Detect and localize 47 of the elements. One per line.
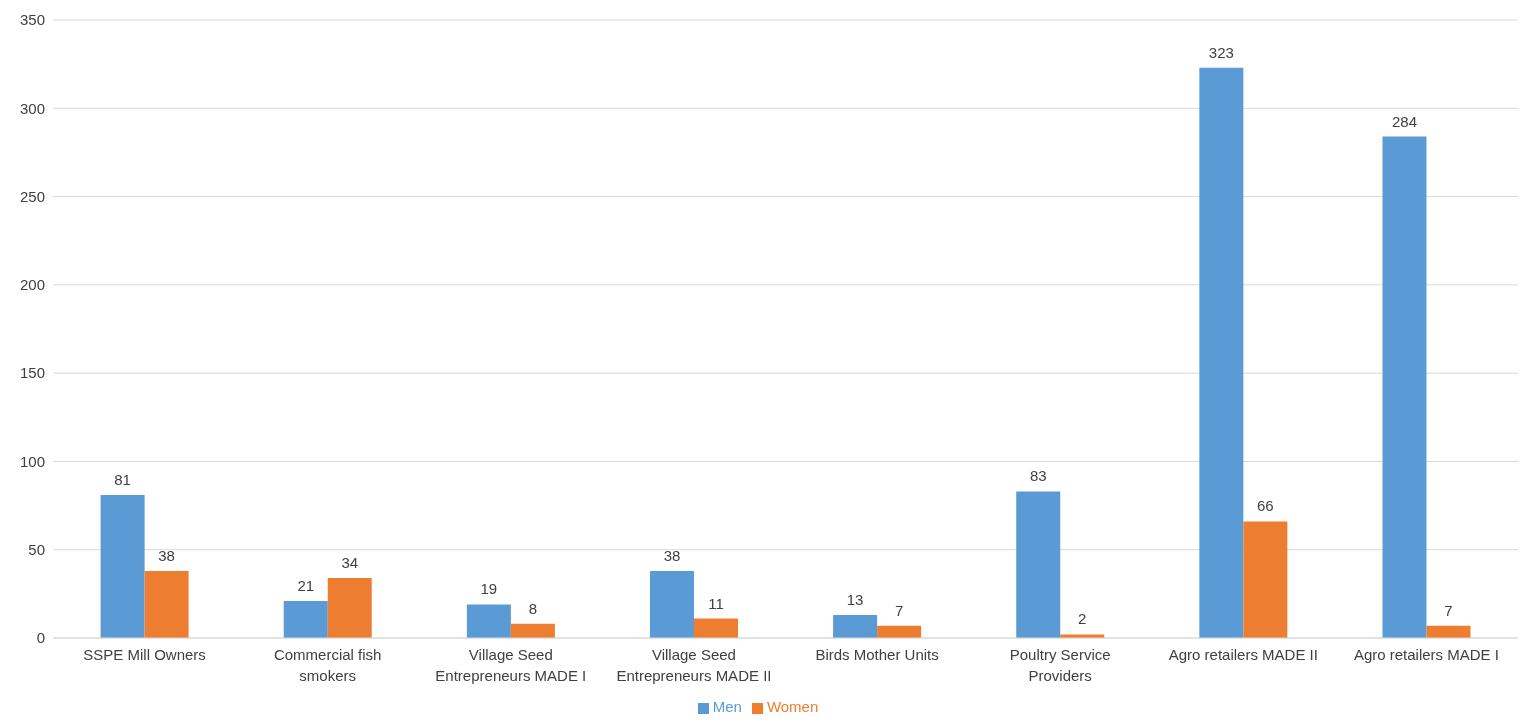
- data-label: 8: [528, 599, 538, 617]
- data-label: 323: [1208, 43, 1234, 61]
- data-label: 81: [114, 470, 131, 488]
- y-tick-label: 300: [19, 99, 45, 117]
- data-label: 83: [1029, 467, 1047, 485]
- bar: [100, 494, 145, 638]
- x-tick-label: SSPE Mill Owners: [83, 646, 206, 663]
- y-tick-label: 200: [19, 276, 45, 294]
- x-tick-label: Agro retailers MADE II: [1168, 646, 1318, 663]
- x-tick-label: Birds Mother Units: [815, 646, 939, 663]
- data-label: 66: [1257, 497, 1274, 515]
- data-label: 13: [846, 591, 864, 609]
- x-tick-label: Poultry Service Providers: [1009, 646, 1111, 684]
- y-tick-label: 150: [19, 364, 45, 382]
- data-label: 284: [1391, 112, 1417, 130]
- data-label: 11: [708, 594, 724, 612]
- x-tick-label: Commercial fish smokers: [273, 646, 382, 684]
- y-tick-label: 250: [19, 187, 45, 205]
- data-label: 38: [663, 546, 681, 564]
- y-tick-label: 0: [36, 629, 45, 647]
- data-label: 19: [480, 580, 498, 598]
- legend-label: Men: [712, 698, 742, 715]
- data-label: 21: [297, 576, 315, 594]
- bar: [466, 604, 511, 638]
- y-tick-label: 350: [19, 11, 45, 29]
- data-label: 7: [1444, 601, 1453, 619]
- bar: [510, 623, 555, 638]
- bar: [833, 615, 878, 638]
- bar: [144, 570, 189, 638]
- legend-label: Women: [766, 698, 819, 715]
- bar: [1016, 491, 1061, 638]
- bar: [649, 570, 694, 638]
- y-tick-label: 50: [28, 541, 45, 559]
- bar: [1382, 136, 1427, 638]
- bar: [693, 618, 738, 638]
- bar: [1243, 521, 1288, 638]
- bar: [327, 577, 372, 638]
- data-label: 34: [341, 553, 359, 571]
- x-tick-label: Village Seed Entrepreneurs MADE I: [435, 646, 587, 684]
- data-label: 2: [1078, 610, 1087, 628]
- data-label: 38: [158, 546, 175, 564]
- y-tick-label: 100: [19, 452, 45, 470]
- bar: [283, 600, 328, 638]
- data-label: 7: [894, 601, 904, 619]
- bar: [1199, 67, 1244, 638]
- x-tick-label: Agro retailers MADE I: [1353, 646, 1499, 663]
- x-tick-label: Village Seed Entrepreneurs MADE II: [616, 646, 772, 684]
